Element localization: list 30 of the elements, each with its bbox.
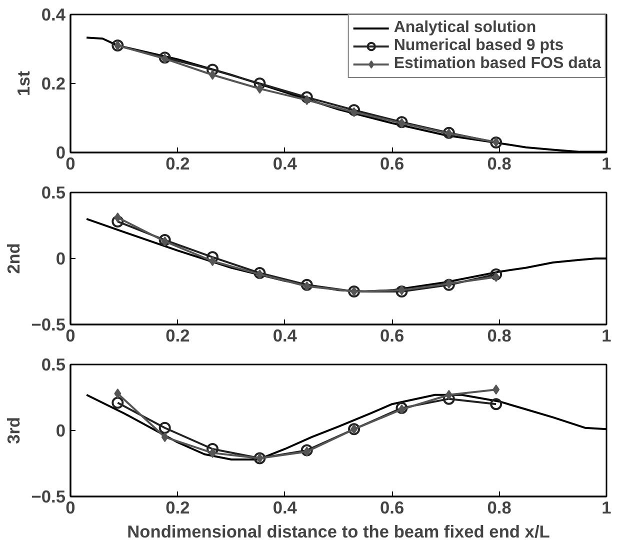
x-tick-label: 0.6 (380, 498, 405, 518)
y-tick-label: 0.5 (41, 182, 66, 202)
x-tick-label: 0.6 (380, 326, 405, 346)
x-axis-title: Nondimensional distance to the beam fixed end x/L (127, 522, 550, 542)
x-tick-label: 0.4 (272, 154, 298, 174)
y-axis-title: 2nd (3, 243, 24, 274)
y-tick-label: 0 (56, 248, 66, 268)
x-tick-label: 1 (602, 326, 612, 346)
x-tick-label: 0.6 (380, 154, 405, 174)
x-tick-label: 1 (602, 154, 612, 174)
y-tick-label: −0.5 (31, 486, 66, 506)
x-tick-label: 0.2 (166, 326, 190, 346)
legend-label: Analytical solution (394, 19, 536, 37)
y-tick-label: 0 (56, 420, 66, 440)
legend-label: Numerical based 9 pts (394, 37, 564, 55)
y-tick-label: 0.2 (41, 74, 66, 94)
x-tick-label: 0.4 (272, 326, 298, 346)
x-tick-label: 0.4 (272, 498, 298, 518)
x-tick-label: 1 (602, 498, 612, 518)
x-tick-label: 0.8 (487, 154, 512, 174)
y-axis-title: 3rd (3, 417, 24, 444)
x-tick-label: 0.8 (487, 326, 512, 346)
x-tick-label: 0.2 (166, 154, 190, 174)
y-tick-label: −0.5 (31, 314, 66, 334)
x-tick-label: 0.8 (487, 498, 512, 518)
y-axis-title: 1st (13, 70, 34, 96)
y-tick-label: 0.5 (41, 354, 66, 374)
x-tick-label: 0.2 (166, 498, 190, 518)
legend-label: Estimation based FOS data (394, 55, 601, 73)
y-tick-label: 0.4 (41, 4, 66, 24)
